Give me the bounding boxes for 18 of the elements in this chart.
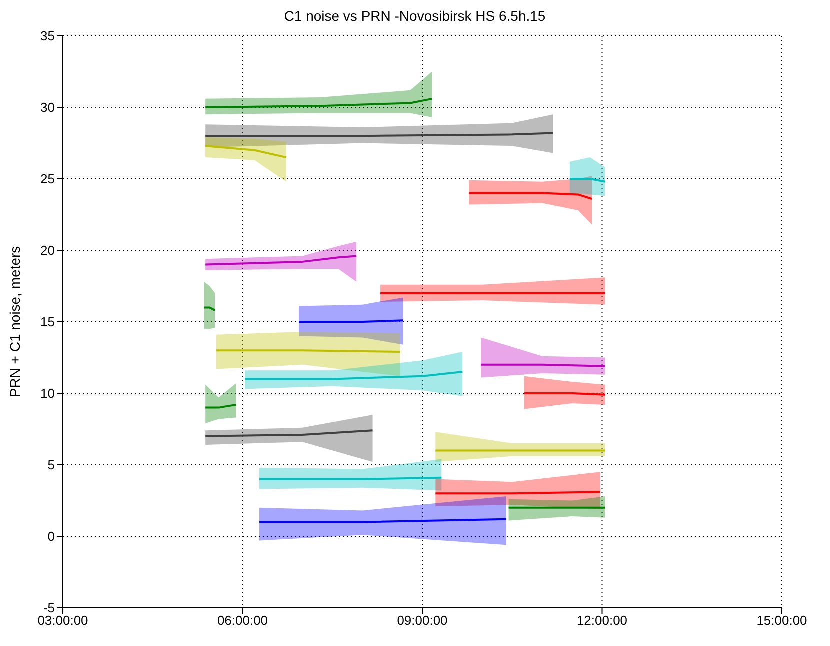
x-tick-label: 06:00:00	[217, 613, 268, 628]
y-tick-label: 20	[40, 243, 55, 258]
y-tick-label: 10	[40, 386, 55, 402]
x-tick-label: 15:00:00	[756, 613, 808, 628]
chart-title: C1 noise vs PRN -Novosibirsk HS 6.5h.15	[283, 8, 547, 26]
line-series	[204, 255, 358, 266]
x-tick-label: 09:00:00	[397, 613, 448, 628]
x-tick-label: 03:00:00	[38, 613, 88, 628]
y-tick-label: 5	[48, 458, 55, 473]
y-tick-label: 15	[40, 314, 55, 330]
line-series	[204, 98, 434, 108]
y-tick-label: 0	[48, 529, 55, 544]
y-tick-label: 25	[40, 172, 55, 187]
y-tick-label: 30	[40, 100, 55, 116]
y-axis-title: PRN + C1 noise, meters	[6, 246, 23, 398]
x-tick-label: 12:00:00	[576, 613, 628, 628]
y-tick-label: -5	[43, 600, 55, 616]
y-tick-label: 35	[40, 28, 55, 44]
